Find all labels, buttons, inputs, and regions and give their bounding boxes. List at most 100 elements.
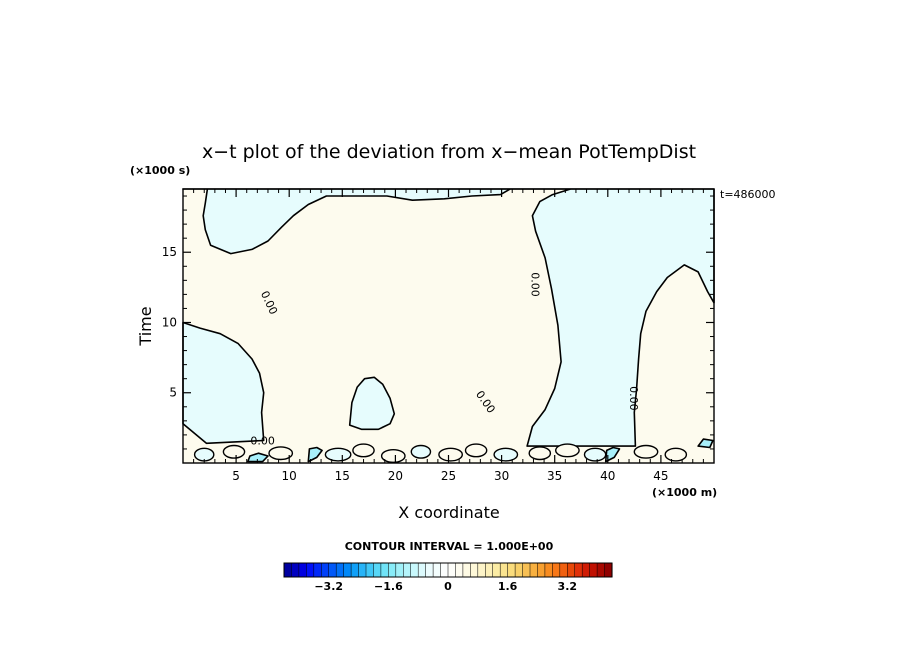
- bottom-blob-1: [222, 444, 246, 459]
- y-tick-label-1: 10: [162, 315, 177, 329]
- shaded-regions: [183, 189, 714, 462]
- colorbar-cell-14: [388, 562, 397, 578]
- x-tick-label-8: 45: [653, 469, 668, 483]
- contour-label-4: 0.00: [250, 435, 275, 448]
- colorbar-cell-40: [581, 562, 591, 578]
- colorbar-tick-1: −1.6: [374, 580, 403, 593]
- x-axis-title: X coordinate: [398, 503, 499, 522]
- bottom-blob-9: [493, 447, 519, 462]
- colorbar-cell-20: [432, 562, 442, 578]
- x-tick-label-4: 25: [441, 469, 456, 483]
- x-tick-label-3: 20: [388, 469, 403, 483]
- colorbar-cell-4: [313, 562, 322, 578]
- colorbar-tick-3: 1.6: [498, 580, 518, 593]
- colorbar-cell-21: [440, 562, 449, 578]
- contour-line-0: [182, 188, 715, 447]
- colorbar-cell-12: [373, 562, 382, 578]
- bottom-blob-11: [555, 443, 580, 458]
- x-tick-label-5: 30: [494, 469, 509, 483]
- colorbar-cell-38: [567, 562, 576, 578]
- colorbar-cell-24: [462, 562, 471, 578]
- region-negative-2: [349, 377, 395, 430]
- colorbar-cell-31: [514, 562, 524, 578]
- x-axis-unit: (×1000 m): [652, 486, 717, 499]
- colorbar-cell-29: [499, 562, 509, 578]
- contour-line-5: [247, 452, 269, 463]
- colorbar-cell-26: [477, 562, 486, 578]
- colorbar-cell-11: [365, 562, 374, 578]
- chart-title: x−t plot of the deviation from x−mean Po…: [202, 141, 696, 163]
- colorbar-cell-15: [395, 562, 404, 578]
- colorbar-cell-35: [544, 562, 553, 578]
- colorbar-cell-30: [507, 562, 516, 578]
- y-axis-title: Time: [136, 306, 155, 346]
- colorbar-cell-36: [552, 562, 561, 578]
- colorbar-cell-43: [604, 562, 613, 578]
- region-negative-1: [183, 322, 264, 444]
- colorbar-tick-labels: −3.2 −1.6 0 1.6 3.2: [314, 580, 577, 593]
- x-tick-label-0: 5: [232, 469, 240, 483]
- colorbar-cell-42: [596, 562, 606, 578]
- colorbar-cell-2: [298, 562, 307, 578]
- bottom-blob-13: [633, 444, 659, 459]
- low-level-contour-noise: [193, 443, 688, 464]
- bottom-blob-10: [528, 446, 552, 461]
- colorbar-cell-1: [291, 562, 300, 578]
- colorbar-cell-5: [321, 562, 330, 578]
- colorbar-cell-28: [492, 562, 501, 578]
- contour-interval-text: CONTOUR INTERVAL = 1.000E+00: [345, 540, 554, 553]
- contour-line-1: [182, 321, 265, 445]
- y-tick-label-2: 15: [162, 245, 177, 259]
- x-tick-label-6: 35: [547, 469, 562, 483]
- minor-ticks: [183, 189, 714, 463]
- colorbar-cell-39: [574, 562, 583, 578]
- colorbar-cell-16: [403, 562, 412, 578]
- colorbar-cell-18: [417, 562, 427, 578]
- colorbar-cell-9: [350, 562, 360, 578]
- colorbar-tick-0: −3.2: [314, 580, 343, 593]
- colorbar-cell-22: [447, 562, 456, 578]
- colorbar: [283, 562, 613, 578]
- contour-label-1: 0.00: [528, 272, 541, 297]
- contour-lines: [182, 188, 715, 463]
- contour-line-6: [697, 438, 714, 449]
- bottom-blob-12: [583, 447, 607, 462]
- region-negative-3: [308, 447, 323, 462]
- colorbar-tick-4: 3.2: [558, 580, 578, 593]
- colorbar-cell-17: [410, 562, 419, 578]
- colorbar-tick-2: 0: [444, 580, 452, 593]
- x-tick-label-2: 15: [335, 469, 350, 483]
- colorbar-cell-6: [328, 562, 337, 578]
- bottom-blob-3: [324, 447, 352, 462]
- bottom-blob-4: [352, 443, 375, 458]
- colorbar-cell-27: [485, 562, 494, 578]
- x-axis-ticks: 5 10 15 20 25 30 35 40 45: [232, 189, 669, 483]
- x-tick-label-1: 10: [282, 469, 297, 483]
- colorbar-cell-19: [425, 562, 434, 578]
- bottom-blob-14: [664, 447, 688, 462]
- bottom-blob-8: [464, 443, 488, 458]
- contour-line-2: [348, 376, 396, 431]
- bottom-blob-6: [410, 444, 432, 459]
- colorbar-cell-10: [358, 562, 367, 578]
- x-tick-label-7: 40: [600, 469, 615, 483]
- colorbar-cell-34: [537, 562, 546, 578]
- bottom-blob-7: [438, 447, 463, 462]
- region-negative-0: [183, 189, 714, 447]
- y-axis-unit: (×1000 s): [130, 164, 190, 177]
- contour-label-3: 0.00: [627, 386, 640, 411]
- colorbar-cell-3: [306, 562, 315, 578]
- contour-labels: 0.000.000.00 0.000.00: [250, 272, 640, 447]
- colorbar-cell-32: [522, 562, 531, 578]
- colorbar-cell-23: [455, 562, 464, 578]
- colorbar-cell-0: [283, 562, 292, 578]
- plot-area: 0.000.000.00 0.000.00 5 10 15 20 25 30 35 40 45 5…: [162, 188, 715, 483]
- y-tick-label-0: 5: [169, 386, 177, 400]
- contour-line-4: [604, 446, 621, 463]
- region-negative-6: [698, 439, 713, 448]
- y-axis-ticks: 5 10 15: [162, 245, 714, 400]
- colorbar-cell-25: [470, 562, 479, 578]
- colorbar-cell-37: [559, 562, 568, 578]
- region-negative-4: [605, 447, 620, 462]
